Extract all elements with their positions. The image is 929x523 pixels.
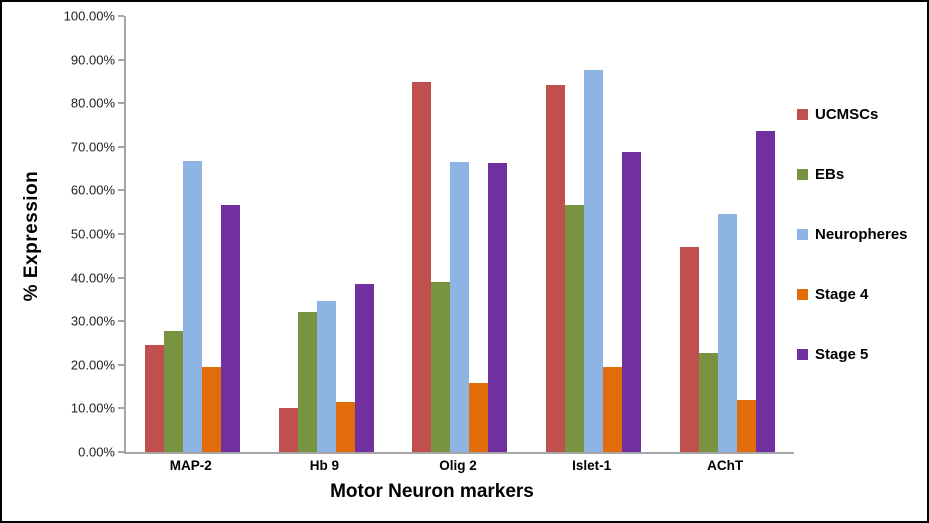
legend-swatch-icon	[797, 348, 808, 360]
y-axis-tick-label: 60.00%	[70, 182, 115, 198]
legend-label: EBs	[815, 165, 845, 183]
bar-neuropheres-islet-1	[584, 69, 604, 452]
bar-group-acht	[660, 16, 794, 452]
bar-neuropheres-hb-9	[316, 300, 336, 452]
y-axis-tick	[118, 407, 124, 410]
y-axis-tick	[118, 58, 124, 61]
legend-swatch-icon	[797, 288, 808, 300]
y-axis-tick	[118, 233, 124, 235]
y-axis-tick	[118, 276, 124, 279]
legend-label: Stage 5	[815, 345, 869, 363]
legend-item-neuropheres: Neuropheres	[797, 225, 908, 243]
y-axis-tick-label: 80.00%	[70, 95, 115, 111]
y-axis-tick	[118, 451, 124, 453]
bar-stage-4-islet-1	[603, 367, 623, 452]
bar-neuropheres-olig-2	[450, 162, 470, 452]
bar-stage-4-olig-2	[469, 382, 489, 452]
y-axis-tick	[118, 102, 124, 105]
y-axis-tick-label: 100.00%	[63, 8, 115, 24]
y-axis-tick-label: 30.00%	[70, 313, 115, 329]
y-axis-tick	[118, 320, 124, 323]
bar-ucmscs-olig-2	[412, 81, 432, 452]
bar-stage-5-islet-1	[622, 152, 642, 452]
y-axis-tick-label: 20.00%	[70, 357, 115, 373]
legend-label: Neuropheres	[815, 225, 908, 243]
y-axis-tick-label: 50.00%	[70, 226, 115, 242]
legend-item-ebs: EBs	[797, 165, 908, 183]
y-axis-tick	[118, 189, 124, 192]
y-axis-tick	[118, 145, 124, 148]
bar-ucmscs-hb-9	[278, 408, 298, 452]
x-axis-category-labels: MAP-2 Hb 9 Olig 2 Islet-1 AChT	[124, 458, 792, 473]
legend-label: Stage 4	[815, 285, 869, 303]
bar-group-map-2	[126, 16, 260, 452]
legend-label: UCMSCs	[815, 105, 879, 123]
bar-group-hb-9	[260, 16, 394, 452]
legend-item-ucmscs: UCMSCs	[797, 105, 908, 123]
bar-stage-4-map-2	[202, 366, 222, 452]
category-label-hb-9: Hb 9	[309, 458, 340, 473]
bar-stage-5-map-2	[221, 205, 241, 452]
bar-ucmscs-map-2	[145, 345, 165, 452]
y-axis-tick	[118, 15, 124, 17]
legend-item-stage-5: Stage 5	[797, 345, 908, 363]
bar-ebs-hb-9	[297, 312, 317, 452]
bar-stage-5-olig-2	[488, 162, 508, 452]
bar-ucmscs-acht	[679, 246, 699, 452]
legend-swatch-icon	[797, 168, 808, 180]
category-label-map-2: MAP-2	[169, 458, 212, 473]
bar-ebs-olig-2	[431, 282, 451, 452]
category-label-islet-1: Islet-1	[572, 458, 612, 473]
bar-group-olig-2	[393, 16, 527, 452]
bar-ucmscs-islet-1	[546, 85, 566, 452]
bar-ebs-islet-1	[565, 205, 585, 452]
x-axis-title: Motor Neuron markers	[330, 481, 534, 502]
legend-swatch-icon	[797, 108, 808, 120]
bar-stage-5-hb-9	[354, 283, 374, 452]
bar-stage-5-acht	[755, 131, 775, 452]
bar-groups	[126, 16, 794, 452]
category-label-acht: AChT	[707, 458, 744, 473]
plot-area	[118, 15, 794, 454]
y-axis-tick-label: 10.00%	[70, 400, 115, 416]
legend-item-stage-4: Stage 4	[797, 285, 908, 303]
y-axis-tick-label: 70.00%	[70, 139, 115, 155]
y-axis-tick-label: 0.00%	[78, 444, 115, 460]
bar-neuropheres-acht	[717, 214, 737, 452]
legend: UCMSCs EBs Neuropheres Stage 4 Stage 5	[797, 105, 908, 363]
bar-stage-4-hb-9	[335, 401, 355, 452]
y-axis-tick-labels: 0.00% 10.00% 20.00% 30.00% 40.00% 50.00% 60.00…	[2, 9, 115, 460]
bar-neuropheres-map-2	[183, 160, 203, 452]
bar-group-islet-1	[527, 16, 661, 452]
legend-swatch-icon	[797, 228, 808, 240]
bar-ebs-map-2	[164, 330, 184, 452]
y-axis-tick	[118, 363, 124, 366]
bar-stage-4-acht	[736, 400, 756, 452]
bar-ebs-acht	[698, 353, 718, 452]
category-label-olig-2: Olig 2	[439, 458, 477, 473]
y-axis-tick-label: 90.00%	[70, 52, 115, 68]
y-axis-tick-label: 40.00%	[70, 270, 115, 286]
